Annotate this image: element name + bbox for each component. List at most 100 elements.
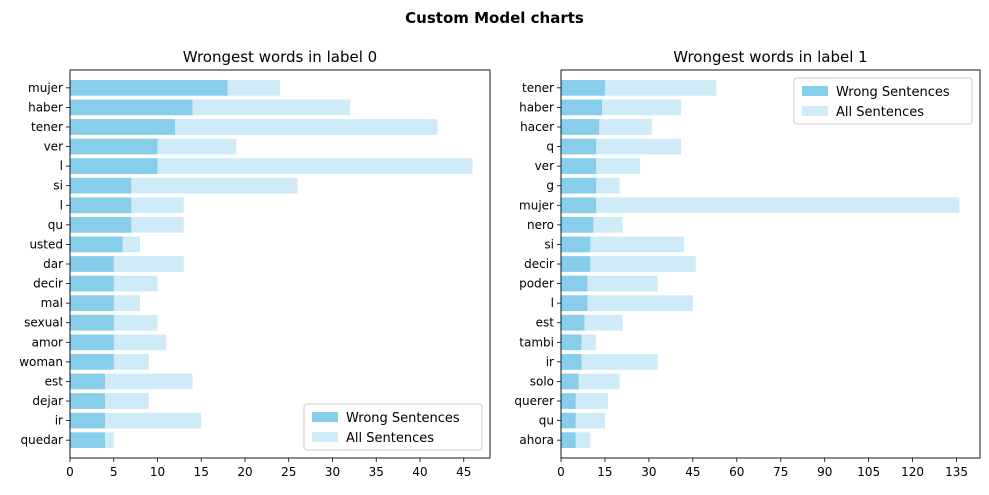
bar-wrong-sentences (561, 295, 588, 311)
y-tick-label: est (45, 374, 64, 388)
bar-wrong-sentences (70, 80, 228, 96)
x-tick-label: 45 (456, 465, 471, 479)
bar-wrong-sentences (70, 412, 105, 429)
x-tick-label: 5 (110, 465, 118, 479)
chart-title: Wrongest words in label 1 (673, 48, 867, 66)
bar-all-sentences (561, 295, 693, 311)
bar-wrong-sentences (70, 177, 132, 194)
y-tick-label: usted (29, 237, 63, 251)
bar-wrong-sentences (70, 334, 114, 351)
bar-wrong-sentences (561, 197, 597, 214)
y-tick-label: qu (48, 218, 63, 232)
legend-box (793, 77, 973, 125)
legend-label: All Sentences (346, 431, 434, 446)
bar-wrong-sentences (70, 158, 158, 174)
y-tick-label: si (53, 179, 63, 193)
y-tick-label: dejar (32, 394, 63, 408)
y-tick-label: mujer (28, 81, 63, 95)
y-tick-label: nero (527, 218, 554, 232)
y-tick-label: l (551, 296, 554, 310)
x-tick-label: 45 (685, 465, 700, 479)
chart-title: Wrongest words in label 0 (183, 48, 377, 66)
y-tick-label: haber (28, 100, 63, 114)
legend: Wrong Sentences All Sentences (793, 77, 973, 125)
x-tick-label: 30 (641, 465, 656, 479)
x-tick-label: 35 (369, 465, 384, 479)
bar-all-sentences (561, 236, 685, 253)
bar-wrong-sentences (561, 354, 582, 370)
bar-wrong-sentences (70, 197, 132, 214)
bar-wrong-sentences (70, 295, 114, 311)
bar-wrong-sentences (70, 354, 114, 370)
x-tick-label: 40 (412, 465, 427, 479)
x-tick-label: 30 (325, 465, 340, 479)
bar-wrong-sentences (70, 275, 114, 292)
x-tick-label: 25 (281, 465, 296, 479)
y-tick-label: hacer (520, 120, 554, 134)
bar-wrong-sentences (561, 177, 597, 194)
bar-wrong-sentences (70, 373, 105, 390)
bar-wrong-sentences (561, 80, 605, 96)
y-tick-label: sexual (24, 316, 63, 330)
bar-all-sentences (70, 158, 473, 174)
bar-wrong-sentences (70, 314, 114, 331)
bar-wrong-sentences (561, 236, 591, 253)
x-tick-label: 90 (817, 465, 832, 479)
figure-title: Custom Model charts (405, 9, 584, 27)
legend: Wrong Sentences All Sentences (303, 403, 483, 451)
bar-all-sentences (561, 354, 658, 370)
y-tick-label: est (536, 316, 555, 330)
y-tick-label: l (60, 198, 63, 212)
y-tick-label: querer (514, 394, 554, 408)
bar-wrong-sentences (561, 217, 594, 233)
bar-wrong-sentences (561, 99, 603, 116)
bar-wrong-sentences (70, 236, 123, 253)
bar-wrong-sentences (561, 138, 597, 155)
legend-label: All Sentences (836, 105, 924, 120)
bar-wrong-sentences (561, 393, 576, 409)
y-tick-label: quedar (20, 433, 63, 447)
bar-wrong-sentences (561, 314, 585, 331)
bar-wrong-sentences (70, 256, 114, 272)
y-tick-label: ir (55, 414, 63, 428)
y-tick-label: decir (33, 277, 63, 291)
x-tick-label: 105 (857, 465, 880, 479)
chart-panel-label-1: Wrongest words in label 1 tener haber hacer… (514, 48, 981, 479)
bar-wrong-sentences (561, 119, 600, 135)
y-tick-label: dar (43, 257, 63, 271)
y-tick-label: haber (519, 100, 554, 114)
x-tick-label: 135 (945, 465, 968, 479)
bar-wrong-sentences (561, 158, 597, 174)
y-tick-label: q (546, 140, 554, 154)
y-tick-label: tener (522, 81, 554, 95)
y-tick-label: g (546, 179, 554, 193)
legend-swatch (802, 86, 828, 96)
bar-wrong-sentences (561, 334, 582, 351)
x-tick-label: 15 (597, 465, 612, 479)
bar-wrong-sentences (70, 393, 105, 409)
bar-wrong-sentences (561, 275, 588, 292)
y-tick-label: si (544, 237, 554, 251)
x-tick-label: 10 (150, 465, 165, 479)
legend-label: Wrong Sentences (346, 411, 460, 426)
y-tick-label: poder (519, 277, 554, 291)
bar-wrong-sentences (70, 99, 193, 116)
x-tick-label: 20 (237, 465, 252, 479)
bar-wrong-sentences (561, 373, 579, 390)
bar-wrong-sentences (70, 138, 158, 155)
bar-wrong-sentences (70, 217, 132, 233)
x-tick-label: 0 (557, 465, 565, 479)
legend-swatch (312, 432, 338, 442)
legend-swatch (802, 106, 828, 116)
y-tick-label: tambi (519, 335, 554, 349)
bar-wrong-sentences (70, 432, 105, 448)
x-tick-label: 75 (773, 465, 788, 479)
legend-box (303, 403, 483, 451)
y-tick-label: decir (524, 257, 554, 271)
y-tick-label: amor (32, 335, 63, 349)
legend-swatch (312, 412, 338, 422)
y-tick-label: mal (41, 296, 63, 310)
y-tick-label: mujer (519, 198, 554, 212)
x-tick-label: 15 (194, 465, 209, 479)
